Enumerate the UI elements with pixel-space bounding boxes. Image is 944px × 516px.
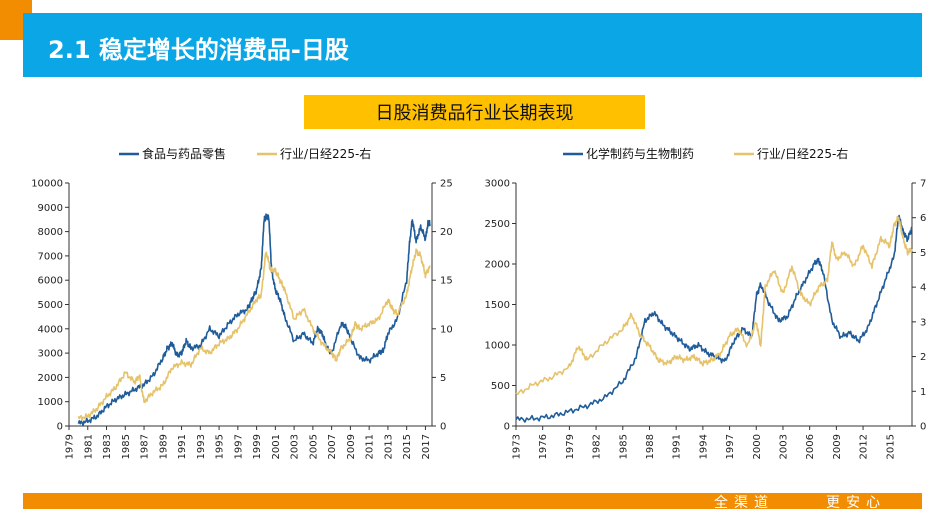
chart1-y-right-tick-label: 1 xyxy=(920,387,926,398)
chart1-x-tick-label: 1988 xyxy=(645,434,656,459)
chart0-y-left-tick-label: 6000 xyxy=(38,276,63,287)
chart1-y-right-tick-label: 2 xyxy=(920,352,926,363)
footer-bar xyxy=(23,493,922,509)
chart1-y-left-tick-label: 2000 xyxy=(485,260,510,271)
chart0-y-right-tick-label: 0 xyxy=(440,422,446,433)
chart1-legend-label: 行业/日经225-右 xyxy=(757,146,848,161)
chart1-y-left-tick-label: 3000 xyxy=(485,179,510,190)
chart0-x-tick-label: 1991 xyxy=(177,434,188,459)
chart0-y-left-tick-label: 2000 xyxy=(38,373,63,384)
chart0-x-tick-label: 2017 xyxy=(421,434,432,459)
chart0-x-tick-label: 1997 xyxy=(233,434,244,459)
chart1-x-tick-label: 2009 xyxy=(832,434,843,459)
chart0-y-left-tick-label: 4000 xyxy=(38,324,63,335)
chart1-y-left-tick-label: 500 xyxy=(491,381,510,392)
footer-slogan-left: 全渠道 xyxy=(714,495,774,511)
subtitle-banner: 日股消费品行业长期表现 xyxy=(304,95,645,129)
chart1-series-line-primary xyxy=(515,214,913,423)
chart1-x-tick-label: 1991 xyxy=(672,434,683,459)
chart1-y-left-tick-label: 1000 xyxy=(485,341,510,352)
chart1-x-tick-label: 1973 xyxy=(512,434,523,459)
chart1-x-tick-label: 1994 xyxy=(698,434,709,459)
chart0-x-tick-label: 2007 xyxy=(327,434,338,459)
chart0-y-left-tick-label: 5000 xyxy=(38,300,63,311)
chart1-x-tick-label: 2012 xyxy=(859,434,870,459)
chart0-y-right-tick-label: 25 xyxy=(440,179,453,190)
chart0-series-line-primary xyxy=(77,213,431,427)
chart0-x-tick-label: 2015 xyxy=(402,434,413,459)
chart1-y-right-tick-label: 5 xyxy=(920,248,926,259)
chart0-x-tick-label: 2013 xyxy=(383,434,394,459)
chart0-y-left-tick-label: 9000 xyxy=(38,203,63,214)
chart1-x-tick-label: 1979 xyxy=(565,434,576,459)
chart1-y-right-tick-label: 0 xyxy=(920,422,926,433)
chart1-y-right-tick-label: 6 xyxy=(920,213,926,224)
chart0-y-left-tick-label: 3000 xyxy=(38,349,63,360)
chart0-y-right-tick-label: 5 xyxy=(440,373,446,384)
chart1-x-tick-label: 2006 xyxy=(805,434,816,459)
subtitle-text: 日股消费品行业长期表现 xyxy=(375,103,574,124)
chart0-x-tick-label: 2005 xyxy=(308,434,319,459)
chart0-x-tick-label: 1985 xyxy=(121,434,132,459)
chart0-x-tick-label: 1987 xyxy=(140,434,151,459)
chart0-y-right-tick-label: 15 xyxy=(440,276,453,287)
chart1-y-right-tick-label: 4 xyxy=(920,283,926,294)
chart1-y-left-tick-label: 2500 xyxy=(485,219,510,230)
chart0-series-line-ratio xyxy=(77,248,431,421)
chart1-y-left-tick-label: 1500 xyxy=(485,300,510,311)
chart1-x-tick-label: 1976 xyxy=(538,434,549,459)
footer-slogan-right: 更安心 xyxy=(826,495,886,511)
chart1-x-tick-label: 2000 xyxy=(752,434,763,459)
chart0-x-tick-label: 1979 xyxy=(65,434,76,459)
chart0-x-tick-label: 1981 xyxy=(83,434,94,459)
chart0-x-tick-label: 2001 xyxy=(271,434,282,459)
chart0-x-tick-label: 2011 xyxy=(365,434,376,459)
chart0-y-left-tick-label: 0 xyxy=(57,422,63,433)
chart1-y-left-tick-label: 0 xyxy=(504,422,510,433)
chart0-y-right-tick-label: 20 xyxy=(440,227,453,238)
chart0-y-left-tick-label: 8000 xyxy=(38,227,63,238)
chart1-x-tick-label: 2003 xyxy=(778,434,789,459)
chart0-y-left-tick-label: 10000 xyxy=(31,179,63,190)
chart1-x-tick-label: 1997 xyxy=(725,434,736,459)
page-title: 2.1 稳定增长的消费品-日股 xyxy=(48,36,349,64)
chart0-x-tick-label: 1983 xyxy=(102,434,113,459)
chart1-x-tick-label: 1982 xyxy=(592,434,603,459)
chart0-y-left-tick-label: 1000 xyxy=(38,397,63,408)
chart0-y-left-tick-label: 7000 xyxy=(38,251,63,262)
chart1-legend-label: 化学制药与生物制药 xyxy=(586,146,694,161)
chart0-x-tick-label: 1995 xyxy=(215,434,226,459)
chart1-x-tick-label: 1985 xyxy=(618,434,629,459)
chart1-y-right-tick-label: 7 xyxy=(920,179,926,190)
title-bar xyxy=(23,13,922,77)
chart0-x-tick-label: 2003 xyxy=(290,434,301,459)
chart0-x-tick-label: 1993 xyxy=(196,434,207,459)
chart0-legend-label: 食品与药品零售 xyxy=(142,146,226,161)
chart1-y-right-tick-label: 3 xyxy=(920,317,926,328)
chart0-x-tick-label: 2009 xyxy=(346,434,357,459)
chart1-x-tick-label: 2015 xyxy=(885,434,896,459)
chart0-x-tick-label: 1999 xyxy=(252,434,263,459)
chart0-y-right-tick-label: 10 xyxy=(440,324,453,335)
chart0-x-tick-label: 1989 xyxy=(158,434,169,459)
chart0-legend-label: 行业/日经225-右 xyxy=(280,146,371,161)
chart1-series-line-ratio xyxy=(515,215,913,396)
